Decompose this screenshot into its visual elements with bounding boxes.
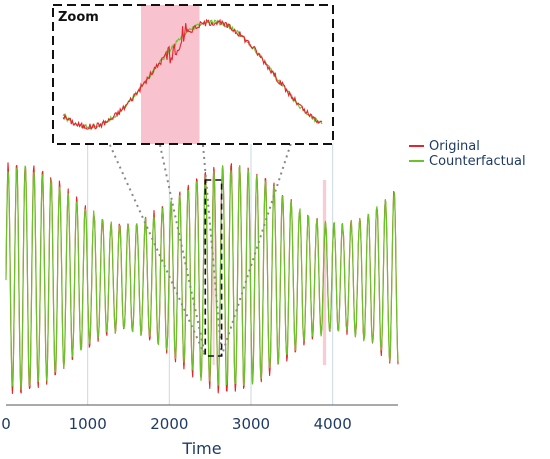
x-tick-label-4000: 4000: [314, 415, 352, 433]
zoom-inset-frame: [52, 4, 334, 145]
x-tick-label-2000: 2000: [150, 415, 188, 433]
x-axis-title: Time: [181, 439, 221, 458]
x-tick-label-3000: 3000: [232, 415, 270, 433]
x-tick-label-1000: 1000: [69, 415, 107, 433]
x-tick-labels: 0 1000 2000 3000 4000: [1, 415, 352, 433]
zoom-series-line-original: [62, 18, 323, 131]
highlight-band-2: [322, 180, 327, 365]
zoom-title: Zoom: [58, 10, 99, 25]
legend-label-counterfactual: Counterfactual: [429, 154, 526, 169]
zoom-inset: Zoom: [52, 4, 334, 145]
legend-label-original: Original: [429, 139, 480, 154]
zoom-source-box[interactable]: [204, 179, 223, 357]
series-line-counterfactual: [5, 165, 399, 391]
zoom-series-layer: [62, 18, 323, 131]
x-tick-label-0: 0: [1, 415, 11, 433]
series-layer: [5, 162, 399, 395]
